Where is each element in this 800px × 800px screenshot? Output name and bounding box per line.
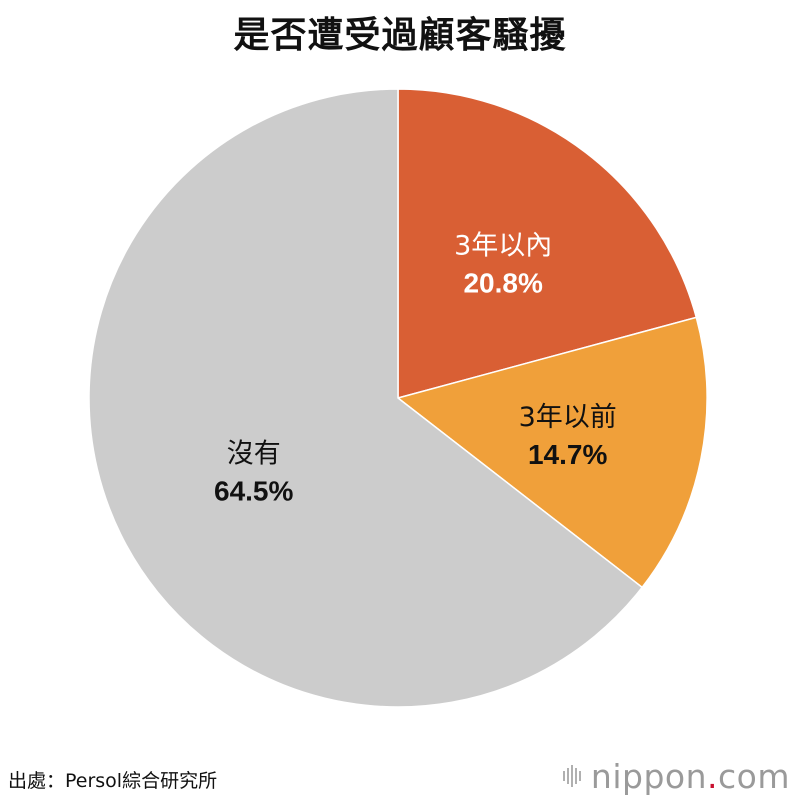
pie-slice-3 xyxy=(88,88,644,708)
pie-labels: 3年以內 20.8% 3年以前 14.7% 沒有 64.5% xyxy=(214,231,617,507)
chart-title: 是否遭受過顧客騷擾 xyxy=(233,15,567,56)
pie-slice-1 xyxy=(397,88,698,399)
logo-dot: . xyxy=(707,756,719,796)
slice-value-2: 14.7% xyxy=(528,439,607,470)
logo-bars-icon xyxy=(562,765,583,787)
slice-label-3: 沒有 xyxy=(227,439,281,470)
pie-slices xyxy=(88,88,708,708)
logo-text: nippon.com xyxy=(591,757,790,796)
source-note: 出處：Persol綜合研究所 xyxy=(8,770,218,792)
pie-slice-2 xyxy=(396,316,708,589)
slice-label-2: 3年以前 xyxy=(519,402,617,433)
logo-suffix: com xyxy=(718,756,790,796)
slice-value-1: 20.8% xyxy=(463,268,542,299)
logo-name: nippon xyxy=(590,756,708,796)
slice-label-1: 3年以內 xyxy=(454,231,552,262)
slice-value-3: 64.5% xyxy=(214,476,293,507)
nippon-logo: nippon.com xyxy=(562,756,790,796)
